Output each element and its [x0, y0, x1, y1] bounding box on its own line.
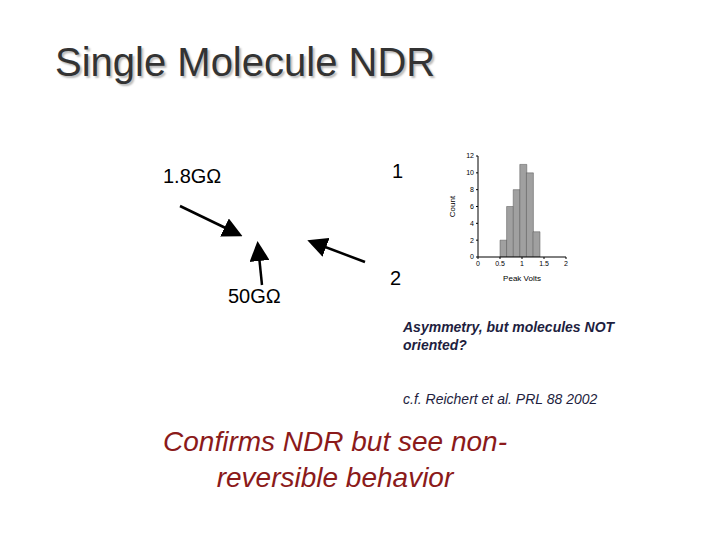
html-text:c.f. Reichert et al. PRL 88 20: c.f. Reichert et al. PRL 88 2002	[403, 391, 598, 407]
svg-text:2: 2	[564, 260, 568, 267]
svg-text:4: 4	[470, 220, 474, 227]
html-text:1.8GΩ: 1.8GΩ	[163, 165, 222, 187]
svg-text:6: 6	[470, 203, 474, 210]
svg-text:10: 10	[466, 169, 474, 176]
html-text:Asymmetry, but molecules NOT o: Asymmetry, but molecules NOT oriented?	[403, 319, 615, 353]
html-text:Single Molecule NDR: Single Molecule NDR	[55, 40, 436, 84]
html-text:2: 2	[390, 267, 402, 289]
svg-text:0: 0	[470, 253, 474, 260]
svg-text:Count: Count	[448, 195, 457, 217]
svg-text:2: 2	[470, 237, 474, 244]
svg-text:1: 1	[520, 260, 524, 267]
html-text:50GΩ: 50GΩ	[228, 285, 281, 307]
svg-text:Peak Volts: Peak Volts	[503, 274, 541, 283]
svg-text:0: 0	[476, 260, 480, 267]
svg-text:8: 8	[470, 186, 474, 193]
html-text:reversible behavior: reversible behavior	[216, 462, 454, 493]
html-text:1: 1	[392, 160, 404, 182]
svg-text:12: 12	[466, 152, 474, 159]
svg-text:0.5: 0.5	[495, 260, 505, 267]
html-text:Confirms NDR but see non-: Confirms NDR but see non-	[163, 426, 507, 457]
svg-text:1.5: 1.5	[539, 260, 549, 267]
